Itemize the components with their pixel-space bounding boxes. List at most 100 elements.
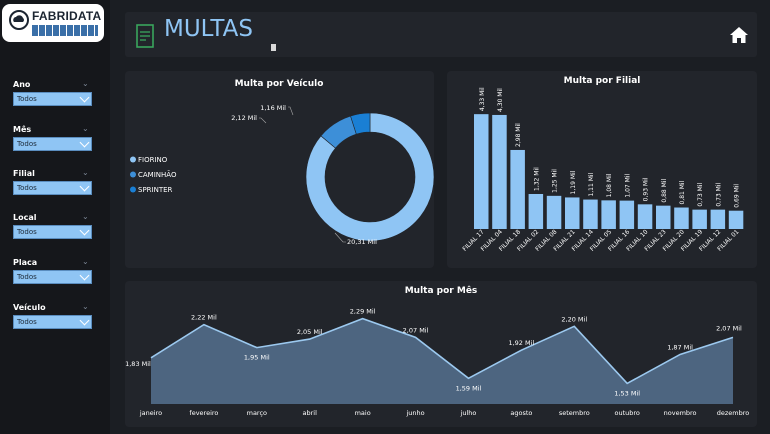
chevron-down-icon[interactable]: ⌄ (82, 212, 89, 221)
data-label: 1,95 Mil (244, 354, 270, 362)
logo-text: FABRIDATA (32, 9, 102, 23)
bar-filial-10 (637, 204, 653, 229)
data-label: 2,07 Mil (403, 326, 429, 334)
cursor-marker (271, 44, 276, 51)
filter-label: Mês (13, 125, 32, 134)
leader-line (259, 117, 267, 124)
data-label: 4,30 Mil (497, 88, 504, 112)
legend-label-fiorino: FIORINO (138, 156, 168, 164)
filter-placa-select[interactable]: Todos (13, 270, 92, 284)
area-fill (151, 318, 733, 404)
logo-bars (32, 25, 98, 36)
leader-line (288, 106, 294, 116)
data-label: 0,73 Mil (697, 183, 704, 207)
leader-line (334, 232, 346, 243)
tick-label: fevereiro (189, 409, 218, 417)
chevron-down-icon (79, 92, 90, 103)
data-label: 1,53 Mil (614, 389, 640, 397)
bar-filial-19 (692, 209, 707, 229)
chevron-down-icon[interactable]: ⌄ (82, 302, 89, 311)
bar-filial-04 (492, 114, 507, 229)
chevron-down-icon[interactable]: ⌄ (82, 168, 89, 177)
data-label: 2,20 Mil (561, 315, 587, 323)
tick-label: dezembro (717, 409, 750, 417)
chevron-down-icon[interactable]: ⌄ (82, 124, 89, 133)
chart-title: Multa por Filial (564, 76, 641, 86)
home-icon[interactable] (729, 25, 749, 45)
area-chart: Multa por Mês 1,83 Mil janeiro 2,22 Mil feve… (125, 285, 750, 417)
legend-dot (130, 156, 136, 163)
tick-label: novembro (664, 409, 697, 417)
legend-label-caminhão: CAMINHÃO (138, 170, 177, 179)
data-label: 1,19 Mil (570, 170, 577, 194)
data-label: 2,05 Mil (297, 328, 323, 336)
legend-label-sprinter: SPRINTER (138, 186, 173, 194)
data-label: 1,07 Mil (624, 174, 631, 198)
cloud-icon (9, 10, 29, 30)
filter-mes-select[interactable]: Todos (13, 137, 92, 151)
data-label: 1,59 Mil (456, 384, 482, 392)
data-label: 1,87 Mil (667, 343, 693, 351)
select-value: Todos (17, 184, 37, 192)
spreadsheet-icon (136, 24, 154, 48)
data-label: 1,11 Mil (588, 172, 595, 196)
tick-label: abril (303, 409, 318, 417)
logo: FABRIDATA (2, 4, 104, 42)
filter-label: Local (13, 213, 37, 222)
chevron-down-icon (79, 225, 90, 236)
tick-label: outubro (614, 409, 639, 417)
bar-filial-05 (601, 200, 616, 229)
page-title: MULTAS (164, 16, 253, 42)
tick-label: janeiro (139, 409, 162, 417)
chevron-down-icon (79, 315, 90, 326)
data-label: 1,92 Mil (508, 339, 534, 347)
data-label: 1,08 Mil (606, 173, 613, 197)
data-label: 20,31 Mil (347, 238, 377, 246)
data-label: 1,16 Mil (260, 104, 286, 112)
chevron-down-icon[interactable]: ⌄ (82, 79, 89, 88)
select-value: Todos (17, 318, 37, 326)
series-line (150, 317, 734, 385)
bar-filial-21 (565, 197, 580, 229)
filter-local-select[interactable]: Todos (13, 225, 92, 239)
data-label: 2,12 Mil (231, 114, 257, 122)
bar-filial-23 (656, 205, 671, 229)
bar-filial-16 (619, 200, 635, 229)
select-value: Todos (17, 95, 37, 103)
tick-label: agosto (510, 409, 532, 417)
data-label: 2,22 Mil (191, 314, 217, 322)
data-label: 2,07 Mil (716, 324, 742, 332)
data-label: 1,32 Mil (533, 167, 540, 191)
page-header: MULTAS (125, 12, 757, 57)
data-label: 0,93 Mil (643, 177, 650, 201)
bar-filial-12 (710, 209, 726, 229)
panel-multa-filial: Multa por Filial 4,33 Mil FILIAL 17 4,30 Mi… (447, 71, 757, 268)
bar-filial-01 (728, 210, 744, 229)
filter-veiculo-select[interactable]: Todos (13, 315, 92, 329)
chevron-down-icon[interactable]: ⌄ (82, 257, 89, 266)
tick-label: junho (405, 409, 424, 417)
filter-label: Veículo (13, 303, 46, 312)
bar-filial-14 (583, 199, 598, 229)
filter-label: Ano (13, 80, 31, 89)
select-value: Todos (17, 273, 37, 281)
filter-filial-select[interactable]: Todos (13, 181, 92, 195)
data-label: 0,69 Mil (734, 184, 741, 208)
tick-label: março (247, 409, 267, 417)
data-label: 0,81 Mil (679, 180, 686, 204)
data-label: 4,33 Mil (479, 87, 486, 111)
panel-multa-veiculo: Multa por Veículo 20,31 Mil 2,12 Mil 1,16 M… (125, 71, 435, 268)
chevron-down-icon (79, 270, 90, 281)
filter-ano-select[interactable]: Todos (13, 92, 92, 106)
data-label: 1,83 Mil (125, 360, 151, 368)
legend-dot (130, 186, 136, 193)
tick-label: setembro (559, 409, 590, 417)
chart-title: Multa por Mês (405, 285, 478, 296)
tick-label: maio (355, 409, 371, 417)
bar-filial-17 (474, 114, 489, 229)
data-label: 0,73 Mil (715, 183, 722, 207)
bar-filial-18 (510, 149, 525, 229)
chevron-down-icon (79, 181, 90, 192)
data-label: 2,29 Mil (350, 308, 376, 316)
